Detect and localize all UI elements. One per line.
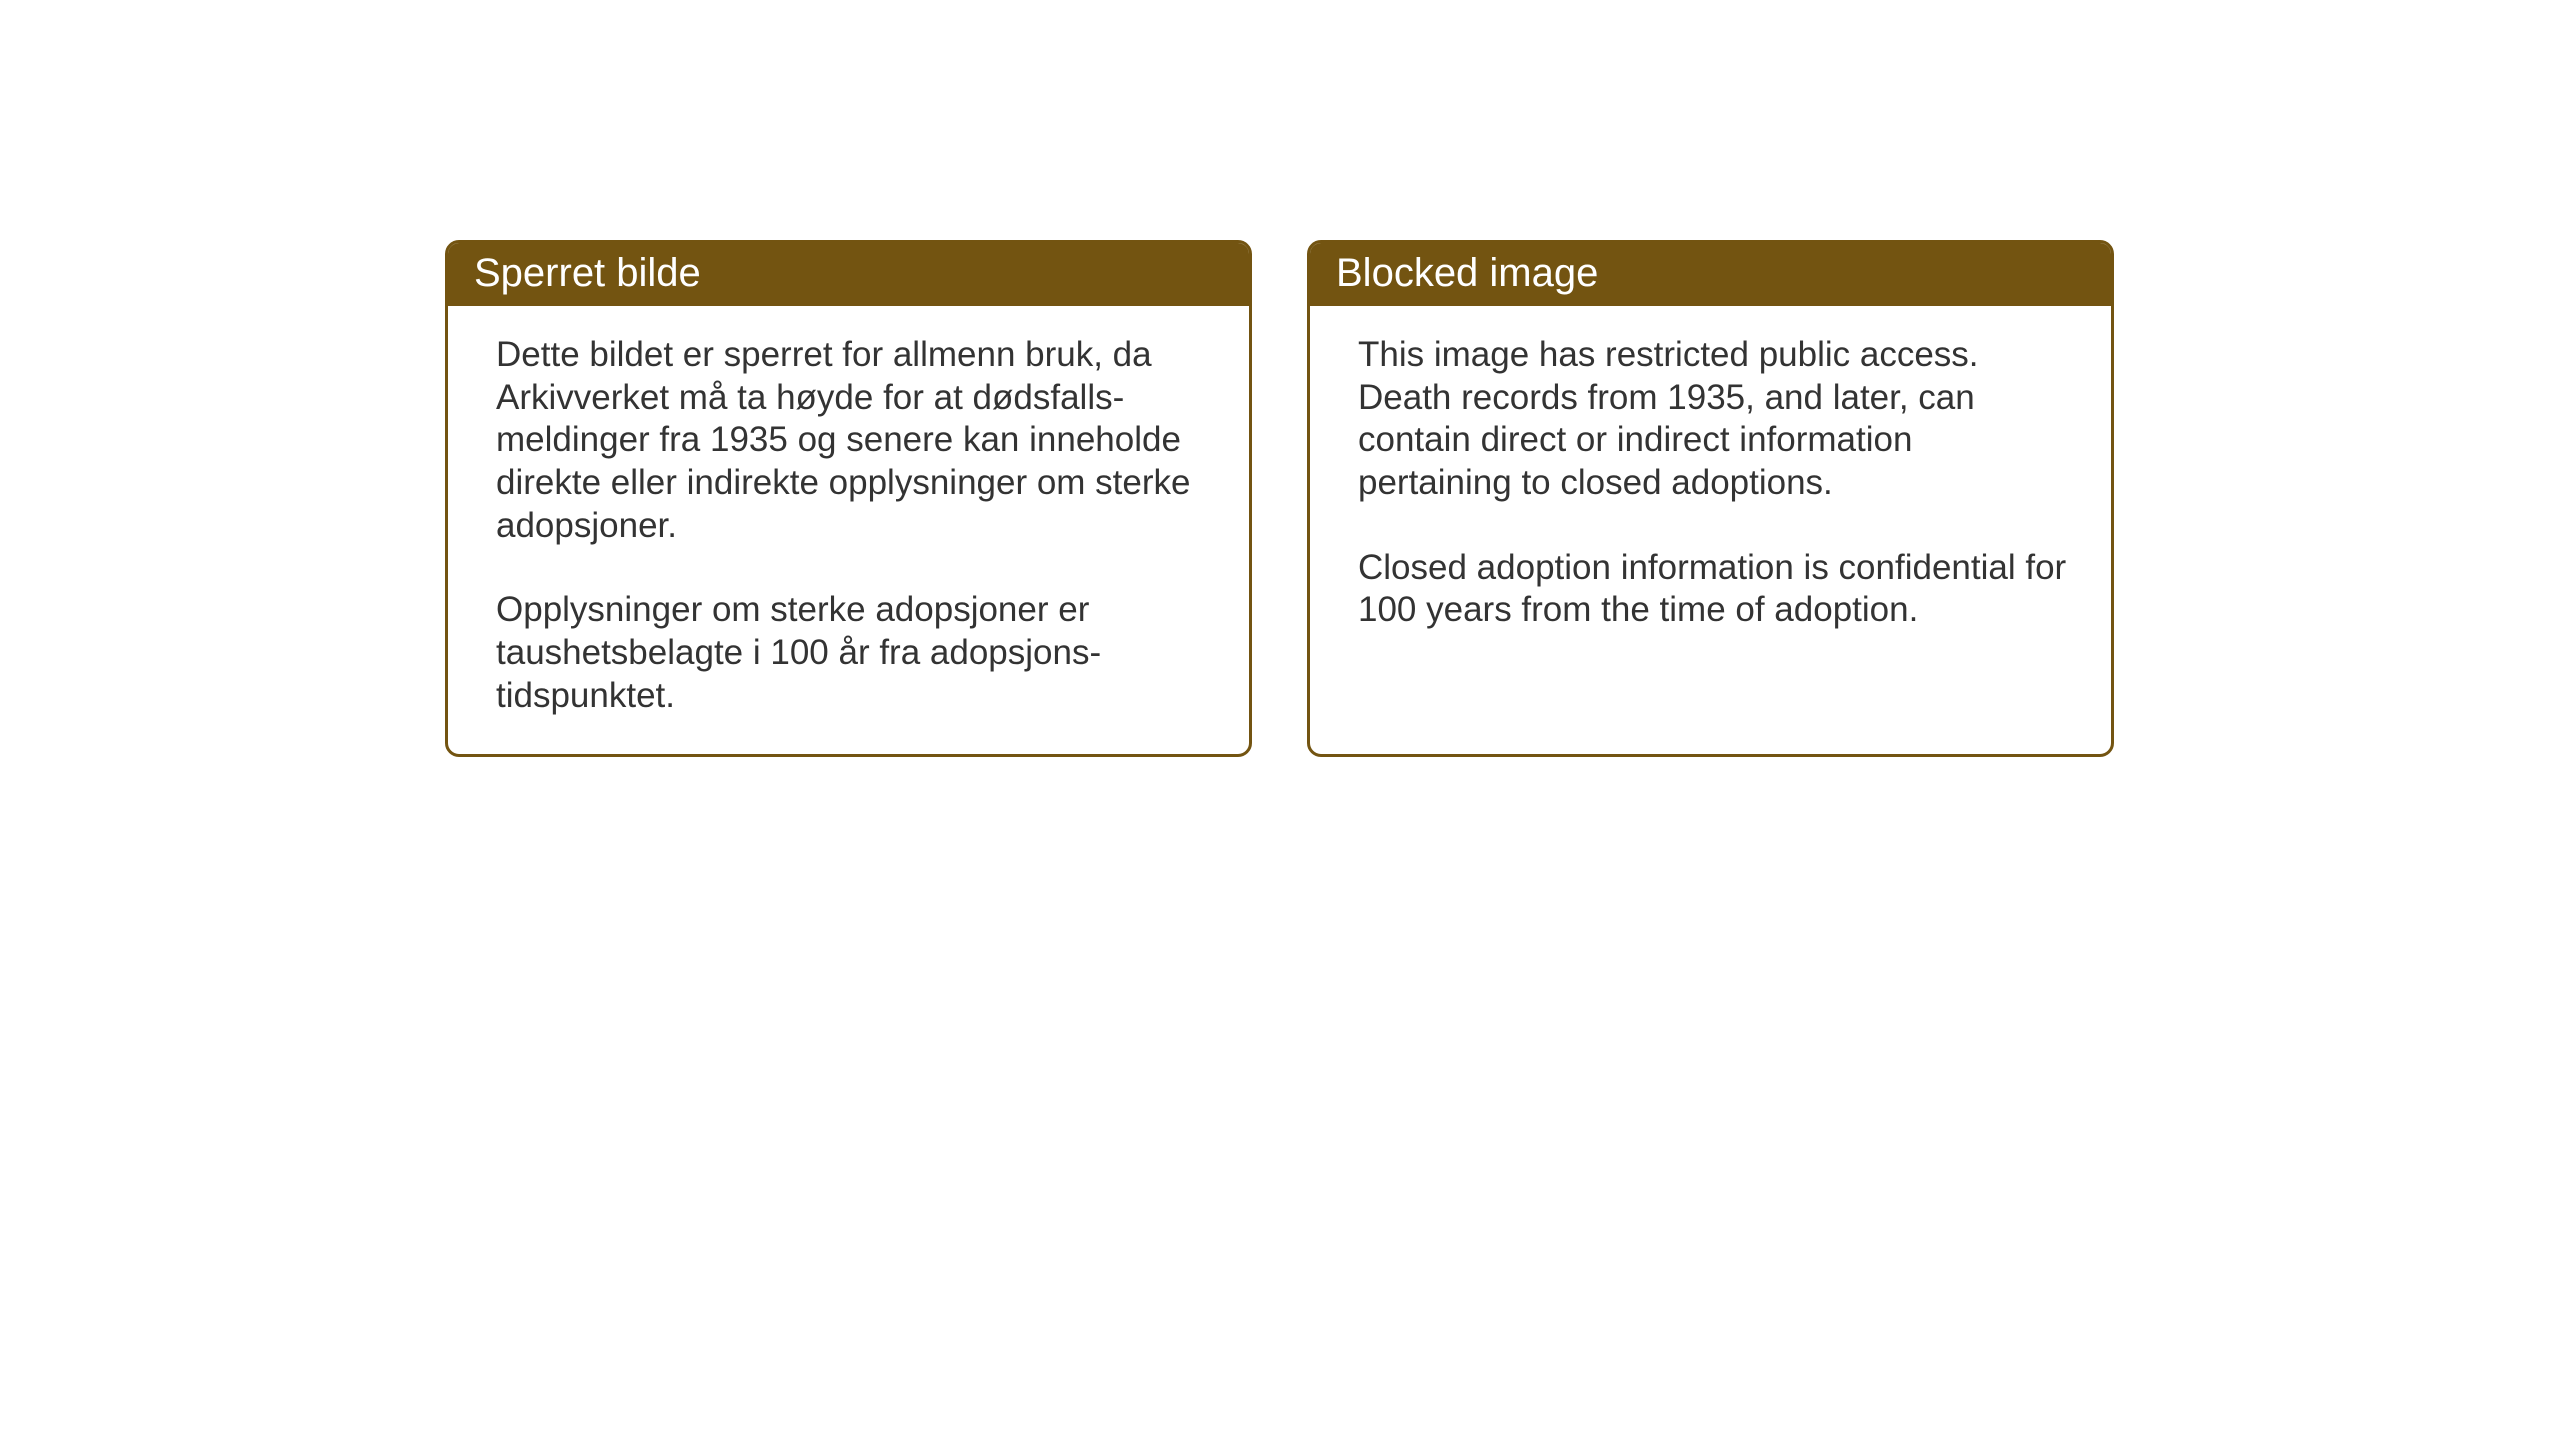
notice-header-english: Blocked image xyxy=(1310,243,2111,306)
notice-container: Sperret bilde Dette bildet er sperret fo… xyxy=(445,240,2114,757)
notice-card-norwegian: Sperret bilde Dette bildet er sperret fo… xyxy=(445,240,1252,757)
notice-paragraph: Dette bildet er sperret for allmenn bruk… xyxy=(496,334,1207,547)
notice-paragraph: Closed adoption information is confident… xyxy=(1358,547,2069,632)
notice-body-english: This image has restricted public access.… xyxy=(1310,306,2111,696)
notice-header-norwegian: Sperret bilde xyxy=(448,243,1249,306)
notice-body-norwegian: Dette bildet er sperret for allmenn bruk… xyxy=(448,306,1249,754)
notice-card-english: Blocked image This image has restricted … xyxy=(1307,240,2114,757)
notice-paragraph: Opplysninger om sterke adopsjoner er tau… xyxy=(496,589,1207,717)
notice-paragraph: This image has restricted public access.… xyxy=(1358,334,2069,505)
